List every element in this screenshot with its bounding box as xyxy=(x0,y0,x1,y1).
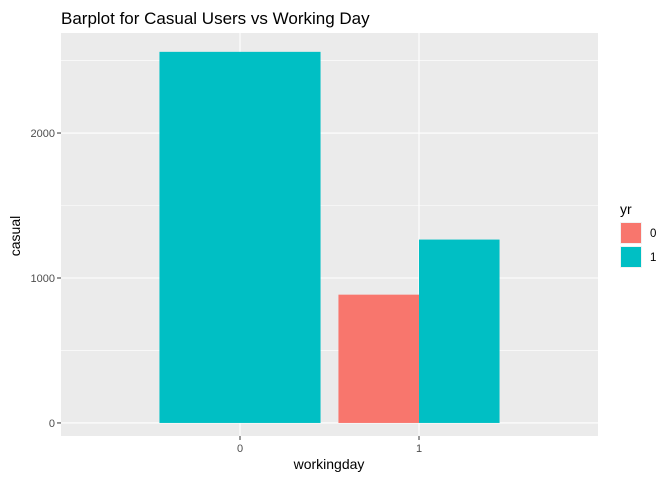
legend-swatch xyxy=(621,247,641,267)
y-tick-label: 1000 xyxy=(31,273,55,285)
bar xyxy=(419,239,500,423)
bars xyxy=(159,51,500,423)
bar xyxy=(338,294,419,423)
y-tick-label: 0 xyxy=(49,418,55,430)
x-tick-label: 1 xyxy=(416,443,422,455)
legend-label: 1 xyxy=(650,252,656,264)
legend-swatch xyxy=(621,223,641,243)
y-axis-ticks: 0 1000 2000 xyxy=(31,128,61,430)
y-tick-label: 2000 xyxy=(31,128,55,140)
x-axis-label: workingday xyxy=(293,456,365,472)
bar xyxy=(159,51,321,423)
y-axis-label: casual xyxy=(7,216,23,256)
chart-title: Barplot for Casual Users vs Working Day xyxy=(61,9,370,28)
legend: yr 0 1 xyxy=(620,201,656,268)
legend-title: yr xyxy=(620,201,632,217)
plot-panel xyxy=(61,33,598,436)
x-tick-label: 0 xyxy=(237,443,243,455)
legend-label: 0 xyxy=(650,228,656,240)
